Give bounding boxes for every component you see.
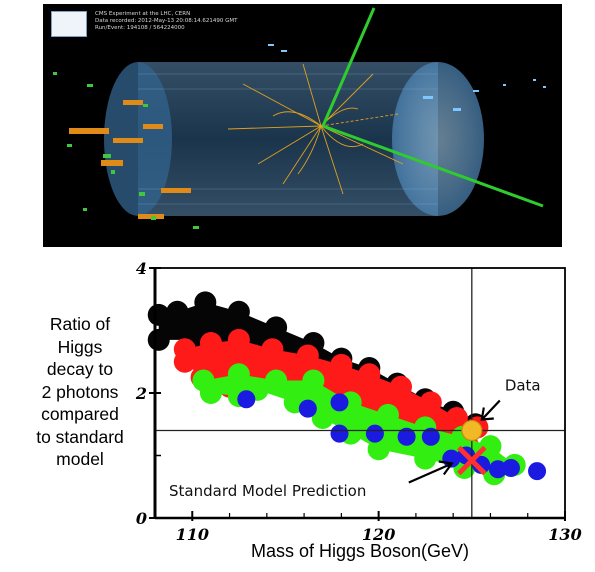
blue-point — [330, 393, 349, 412]
band-dot-red — [358, 363, 381, 386]
x-tick-label: 120 — [362, 525, 395, 544]
y-tick-label: 4 — [136, 259, 147, 278]
band-dot-green — [367, 438, 390, 461]
event-caption-line: Run/Event: 194108 / 564224000 — [95, 25, 185, 31]
higgs-ratio-chart: Ratio of Higgs decay to 2 photons compar… — [0, 255, 595, 572]
event-display-graphic — [43, 4, 562, 247]
y-tick-label: 0 — [136, 509, 147, 528]
event-caption-line: Data recorded: 2012-May-13 20:08:14.6214… — [95, 18, 238, 24]
band-dot-black — [166, 300, 189, 323]
axes: 0 2 4 110 120 130 — [135, 259, 582, 544]
sm-prediction-label: Standard Model Prediction — [169, 482, 366, 500]
endcap-hits — [268, 44, 546, 111]
band-dot-red — [296, 344, 319, 367]
event-caption: CMS Experiment at the LHC, CERN Data rec… — [95, 11, 237, 32]
blue-point — [421, 427, 440, 446]
detector-barrel — [138, 62, 438, 216]
band-dot-red — [390, 375, 412, 398]
band-dot-green — [302, 369, 325, 392]
band-dot-red — [173, 350, 196, 373]
band-dot-red — [199, 332, 222, 354]
x-axis-label: Mass of Higgs Boson(GeV) — [250, 541, 470, 561]
sm-arrow-line — [408, 463, 451, 484]
band-dot-red — [227, 328, 250, 351]
blue-point — [365, 424, 384, 443]
y-tick-label: 2 — [135, 384, 147, 403]
band-dot-green — [199, 382, 222, 404]
blue-point — [488, 460, 507, 479]
sm-arrow-head — [438, 460, 454, 476]
blue-point — [330, 424, 349, 443]
data-label: Data — [505, 377, 541, 395]
band-dot-green — [227, 363, 250, 386]
event-caption-line: CMS Experiment at the LHC, CERN — [95, 11, 191, 17]
data-arrow-head — [480, 407, 494, 421]
blue-point — [501, 459, 520, 477]
band-dot-black — [147, 328, 170, 351]
band-dot-green — [265, 369, 288, 392]
band-dot-red — [445, 407, 468, 429]
x-tick-label: 110 — [176, 525, 209, 544]
band-dot-green — [376, 403, 399, 426]
blue-point — [472, 455, 491, 474]
band-dot-black — [194, 291, 217, 314]
chart-plot: 0 2 4 110 120 130 Data Standard Model Predicti… — [135, 259, 582, 544]
sm-cross-stroke-2 — [457, 445, 487, 476]
data-point-marker — [461, 419, 483, 442]
photon-track-2 — [322, 124, 544, 208]
band-dot-green — [479, 435, 502, 458]
band-dot-green — [414, 447, 437, 470]
x-tick-label: 130 — [548, 525, 581, 544]
blue-point — [237, 390, 256, 409]
particle-tracks — [227, 63, 404, 195]
detector-endcap-right — [392, 62, 484, 216]
data-arrow-line — [483, 399, 501, 419]
annotations: Data Standard Model Prediction — [169, 377, 541, 501]
bands-layer — [147, 291, 526, 486]
blue-point — [298, 399, 317, 418]
band-dot-green — [311, 407, 334, 429]
band-dot-black — [227, 300, 250, 323]
band-dot-black — [265, 316, 288, 339]
band-area-green — [203, 374, 515, 475]
cms-event-display: CMS Experiment at the LHC, CERN Data rec… — [43, 4, 562, 247]
band-dot-red — [330, 353, 353, 376]
photon-track-1 — [321, 7, 376, 127]
y-axis-label: Ratio of Higgs decay to 2 photons compar… — [36, 314, 124, 469]
band-dot-red — [419, 391, 442, 414]
band-dot-black — [147, 303, 170, 326]
reference-lines — [155, 268, 565, 518]
band-dot-red — [261, 338, 284, 361]
blue-point — [397, 427, 416, 446]
cms-logo — [51, 11, 87, 37]
points-layer — [237, 390, 547, 481]
calorimeter-deposits-green — [53, 72, 199, 229]
blue-point — [528, 462, 547, 481]
